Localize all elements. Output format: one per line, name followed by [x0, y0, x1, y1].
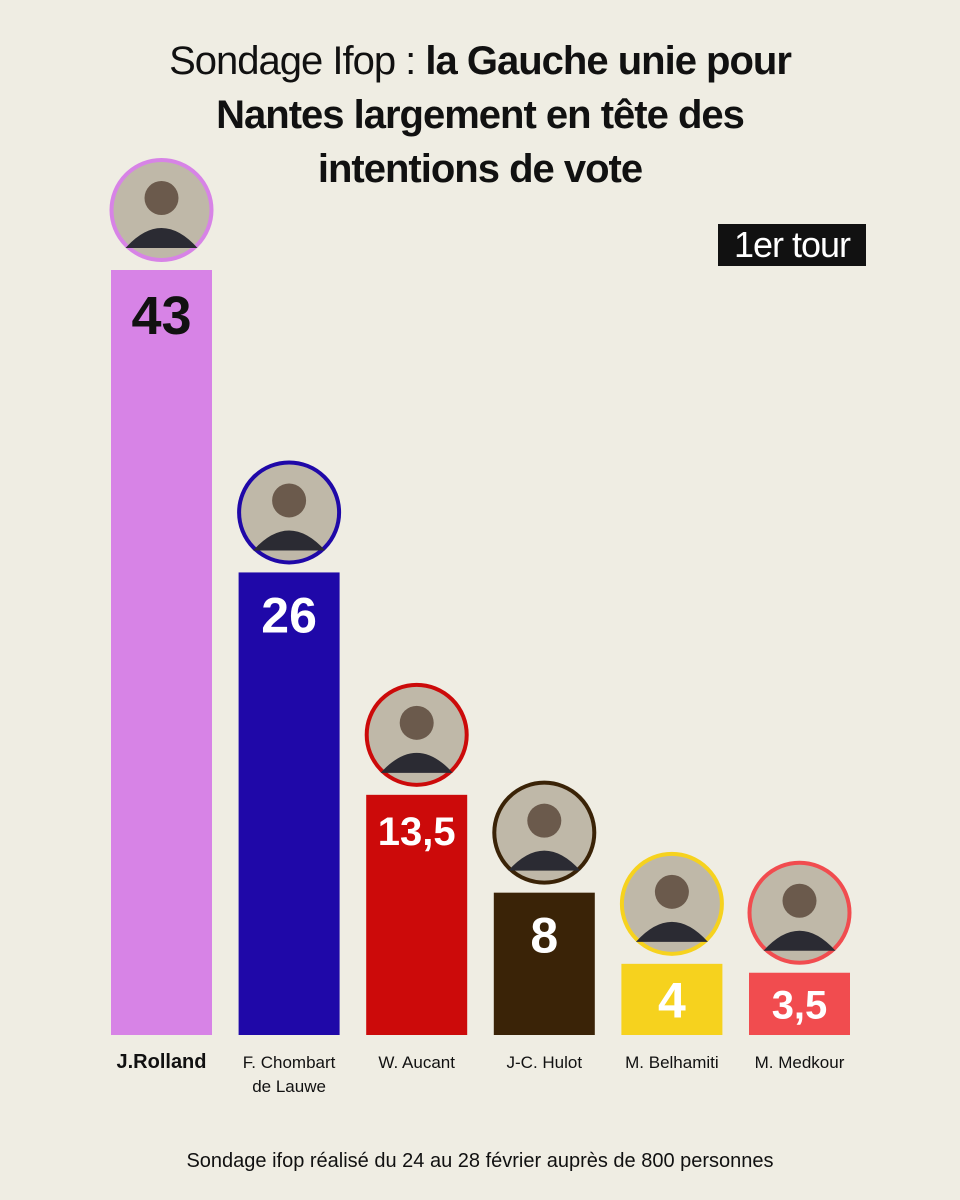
bar-group: 4 M. Belhamiti [619, 851, 724, 1072]
category-label: J-C. Hulot [507, 1053, 583, 1072]
bar-value-label: 43 [131, 286, 191, 346]
avatar-head [527, 803, 562, 838]
avatar-shoulders [763, 930, 836, 951]
bar-group: 26 F. Chombart de Lauwe [237, 460, 342, 1096]
bar-value-label: 26 [261, 587, 317, 643]
portrait-icon [763, 883, 836, 951]
avatar-head [782, 883, 817, 918]
avatar-shoulders [508, 850, 581, 871]
title-line-1: la Gauche unie pour [425, 39, 792, 83]
candidate-avatar [492, 780, 597, 885]
title-line-3: intentions de vote [317, 147, 643, 191]
title-line-2: Nantes largement en tête des [216, 93, 745, 137]
candidate-avatar [619, 851, 724, 956]
avatar-shoulders [253, 530, 326, 551]
avatar-head [654, 874, 689, 909]
category-label-line: J.Rolland [116, 1051, 206, 1073]
bar-value-label: 4 [658, 972, 686, 1028]
candidate-avatar [237, 460, 342, 565]
poll-footnote: Sondage ifop réalisé du 24 au 28 février… [186, 1150, 774, 1172]
candidate-avatar [364, 682, 469, 787]
category-label: M. Medkour [755, 1053, 845, 1072]
avatar-shoulders [125, 228, 198, 248]
bar [366, 794, 468, 1035]
bar-group: 43 J.Rolland [109, 158, 214, 1073]
bar-value-label: 8 [530, 908, 558, 964]
category-label-line: F. Chombart [243, 1053, 336, 1072]
candidate-avatar [747, 860, 852, 965]
category-label-line: M. Medkour [755, 1053, 845, 1072]
bar [621, 963, 723, 1035]
bar [238, 572, 340, 1035]
bar-group: 8 J-C. Hulot [492, 780, 597, 1072]
portrait-icon [380, 705, 453, 773]
candidate-avatar [109, 158, 214, 262]
title-prefix: Sondage Ifop : [169, 39, 426, 83]
category-label-line: M. Belhamiti [625, 1053, 719, 1072]
category-label: M. Belhamiti [625, 1053, 719, 1072]
category-label-line: W. Aucant [378, 1053, 455, 1072]
chart-title: Sondage Ifop : la Gauche unie pour Nante… [0, 34, 960, 196]
category-label: F. Chombart de Lauwe [243, 1053, 336, 1096]
bar-group: 3,5 M. Medkour [747, 860, 852, 1072]
portrait-icon [635, 874, 708, 942]
bar-value-label: 3,5 [772, 983, 828, 1027]
category-label-line: J-C. Hulot [507, 1053, 583, 1072]
avatar-head [272, 483, 307, 518]
bar-value-label: 13,5 [378, 810, 456, 854]
bar [749, 972, 850, 1035]
category-label: W. Aucant [378, 1053, 455, 1072]
category-label: J.Rolland [116, 1051, 206, 1073]
bar-chart: 43 J.Rolland 26 F. Chombart de Lauwe 13,5 W. A… [109, 158, 852, 1096]
category-label-line: de Lauwe [252, 1077, 326, 1096]
avatar-shoulders [380, 752, 453, 773]
avatar-shoulders [635, 921, 708, 942]
portrait-icon [253, 483, 326, 551]
portrait-icon [508, 803, 581, 871]
portrait-icon [125, 181, 198, 248]
round-badge: 1er tour [718, 224, 866, 266]
bar [493, 892, 595, 1035]
avatar-head [144, 181, 179, 215]
bar [111, 270, 212, 1035]
bar-group: 13,5 W. Aucant [364, 682, 469, 1072]
avatar-head [399, 705, 434, 740]
